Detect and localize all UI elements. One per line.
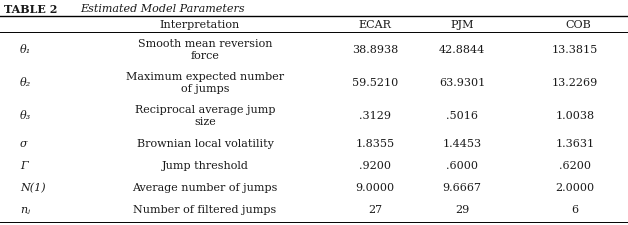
- Text: Smooth mean reversion
force: Smooth mean reversion force: [138, 39, 273, 61]
- Text: .5016: .5016: [446, 111, 478, 121]
- Text: .3129: .3129: [359, 111, 391, 121]
- Text: Number of filtered jumps: Number of filtered jumps: [133, 204, 276, 214]
- Text: 9.0000: 9.0000: [355, 182, 394, 192]
- Text: 6: 6: [571, 204, 578, 214]
- Text: 1.4453: 1.4453: [443, 138, 482, 148]
- Text: θ₁: θ₁: [20, 45, 31, 55]
- Text: 1.0038: 1.0038: [555, 111, 595, 121]
- Text: 63.9301: 63.9301: [439, 78, 485, 88]
- Text: Average number of jumps: Average number of jumps: [133, 182, 278, 192]
- Text: 1.3631: 1.3631: [555, 138, 595, 148]
- Text: Γ: Γ: [20, 160, 28, 170]
- Text: σ: σ: [20, 138, 28, 148]
- Text: 13.3815: 13.3815: [552, 45, 598, 55]
- Text: θ₃: θ₃: [20, 111, 31, 121]
- Text: Jump threshold: Jump threshold: [161, 160, 249, 170]
- Text: 9.6667: 9.6667: [443, 182, 482, 192]
- Text: 38.8938: 38.8938: [352, 45, 398, 55]
- Text: 1.8355: 1.8355: [355, 138, 394, 148]
- Text: COB: COB: [565, 20, 591, 30]
- Text: θ₂: θ₂: [20, 78, 31, 88]
- Text: TABLE 2: TABLE 2: [4, 4, 57, 15]
- Text: ECAR: ECAR: [359, 20, 391, 30]
- Text: Interpretation: Interpretation: [160, 20, 240, 30]
- Text: Brownian local volatility: Brownian local volatility: [136, 138, 273, 148]
- Text: 27: 27: [368, 204, 382, 214]
- Text: Reciprocal average jump
size: Reciprocal average jump size: [135, 105, 275, 127]
- Text: N(1): N(1): [20, 182, 46, 192]
- Text: PJM: PJM: [450, 20, 474, 30]
- Text: Estimated Model Parameters: Estimated Model Parameters: [80, 4, 245, 14]
- Text: .6200: .6200: [559, 160, 591, 170]
- Text: .9200: .9200: [359, 160, 391, 170]
- Text: 42.8844: 42.8844: [439, 45, 485, 55]
- Text: 2.0000: 2.0000: [555, 182, 595, 192]
- Text: 13.2269: 13.2269: [552, 78, 598, 88]
- Text: 59.5210: 59.5210: [352, 78, 398, 88]
- Text: .6000: .6000: [446, 160, 478, 170]
- Text: 29: 29: [455, 204, 469, 214]
- Text: Maximum expected number
of jumps: Maximum expected number of jumps: [126, 72, 284, 94]
- Text: nⱼ: nⱼ: [20, 204, 30, 214]
